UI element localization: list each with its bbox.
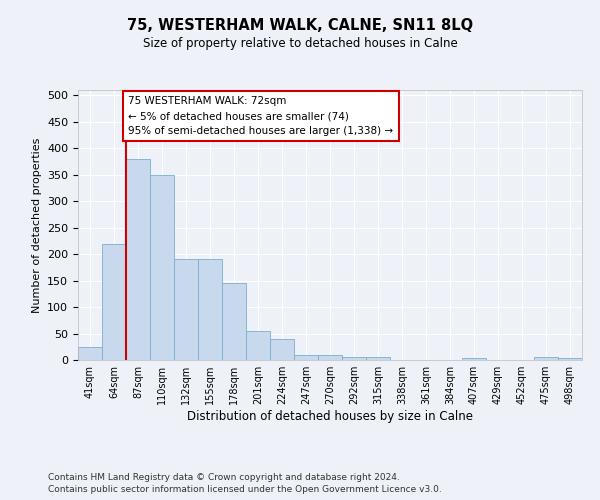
Bar: [222, 283, 246, 360]
Bar: [174, 260, 198, 360]
Text: Contains public sector information licensed under the Open Government Licence v3: Contains public sector information licen…: [48, 485, 442, 494]
Bar: [558, 358, 582, 360]
Bar: [78, 347, 102, 360]
Bar: [246, 331, 270, 360]
Bar: [366, 358, 390, 360]
Text: 75 WESTERHAM WALK: 72sqm
← 5% of detached houses are smaller (74)
95% of semi-de: 75 WESTERHAM WALK: 72sqm ← 5% of detache…: [128, 96, 394, 136]
X-axis label: Distribution of detached houses by size in Calne: Distribution of detached houses by size …: [187, 410, 473, 423]
Bar: [126, 159, 150, 360]
Bar: [102, 244, 126, 360]
Bar: [150, 174, 174, 360]
Bar: [198, 260, 222, 360]
Bar: [462, 358, 486, 360]
Text: 75, WESTERHAM WALK, CALNE, SN11 8LQ: 75, WESTERHAM WALK, CALNE, SN11 8LQ: [127, 18, 473, 32]
Text: Contains HM Land Registry data © Crown copyright and database right 2024.: Contains HM Land Registry data © Crown c…: [48, 472, 400, 482]
Y-axis label: Number of detached properties: Number of detached properties: [32, 138, 41, 312]
Bar: [294, 354, 318, 360]
Text: Size of property relative to detached houses in Calne: Size of property relative to detached ho…: [143, 38, 457, 51]
Bar: [342, 358, 366, 360]
Bar: [270, 339, 294, 360]
Bar: [318, 354, 342, 360]
Bar: [534, 358, 558, 360]
